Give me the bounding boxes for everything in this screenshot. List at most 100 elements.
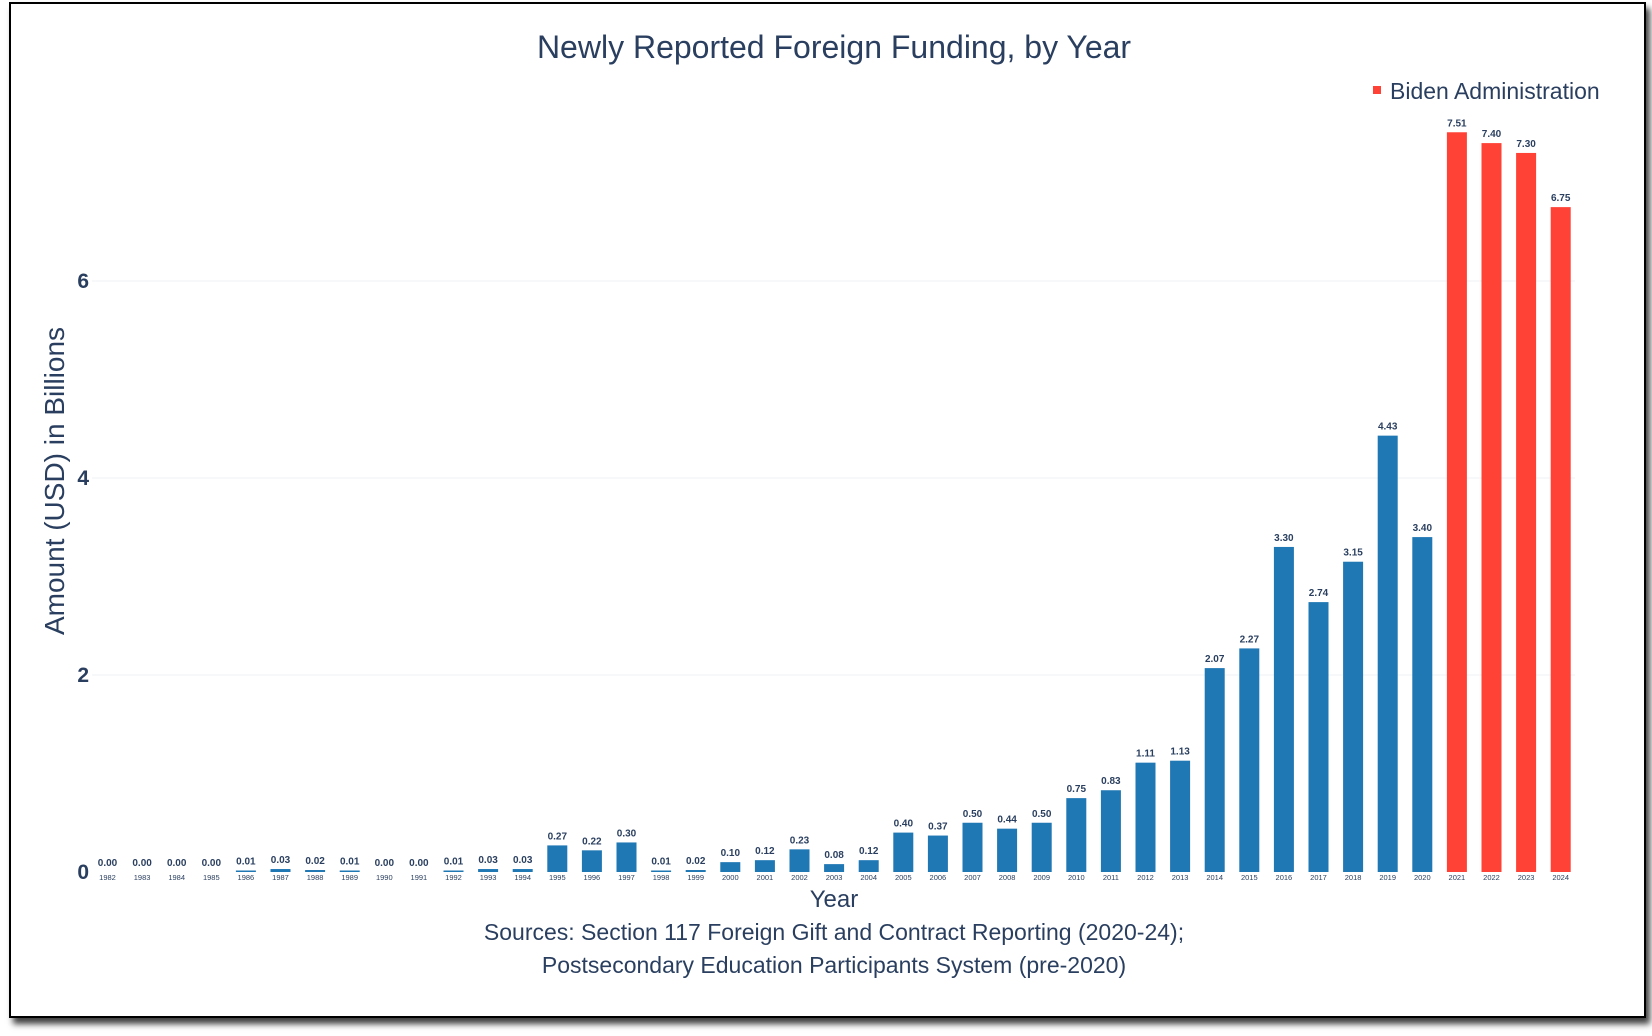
bar-2005 <box>893 832 914 872</box>
x-tick-label-1993: 1993 <box>480 873 497 882</box>
value-label-1997: 0.30 <box>617 828 637 839</box>
value-label-2014: 2.07 <box>1205 654 1225 665</box>
bar-1994 <box>512 869 533 872</box>
value-label-2006: 0.37 <box>928 822 948 833</box>
x-tick-label-1986: 1986 <box>238 873 255 882</box>
x-axis-title: Year <box>810 886 859 913</box>
sources-line-1: Sources: Section 117 Foreign Gift and Co… <box>484 919 1184 945</box>
bar-2014 <box>1204 668 1225 872</box>
bar-1999 <box>685 870 706 872</box>
x-tick-label-2017: 2017 <box>1310 873 1327 882</box>
bar-2019 <box>1377 435 1398 872</box>
x-tick-label-1990: 1990 <box>376 873 393 882</box>
x-tick-label-1985: 1985 <box>203 873 220 882</box>
bar-2022 <box>1481 143 1502 873</box>
value-label-1995: 0.27 <box>548 831 568 842</box>
value-label-2013: 1.13 <box>1170 747 1190 758</box>
bar-1995 <box>547 845 568 872</box>
value-label-2002: 0.23 <box>790 835 810 846</box>
x-tick-label-2004: 2004 <box>860 873 877 882</box>
x-tick-label-2014: 2014 <box>1206 873 1223 882</box>
y-axis-title: Amount (USD) in Billions <box>39 327 70 635</box>
value-label-2022: 7.40 <box>1482 129 1502 140</box>
bar-1987 <box>270 869 291 872</box>
bar-2006 <box>927 835 948 872</box>
x-tick-label-1998: 1998 <box>653 873 670 882</box>
x-tick-label-2016: 2016 <box>1276 873 1293 882</box>
x-tick-labels: 1982 1983 1984 1985 1986 1987 1988 1989 1990 1991… <box>99 873 1569 882</box>
value-label-2001: 0.12 <box>755 846 775 857</box>
bar-2021 <box>1446 132 1467 872</box>
x-tick-label-2020: 2020 <box>1414 873 1431 882</box>
value-label-2010: 0.75 <box>1067 784 1087 795</box>
value-label-1998: 0.01 <box>651 857 671 868</box>
y-tick-label: 0 <box>77 861 89 884</box>
y-tick-label: 2 <box>77 664 89 687</box>
value-label-2000: 0.10 <box>721 848 741 859</box>
bar-2003 <box>824 864 845 872</box>
bar-2016 <box>1273 546 1294 872</box>
x-tick-label-1997: 1997 <box>618 873 635 882</box>
x-tick-label-2021: 2021 <box>1449 873 1466 882</box>
value-label-1994: 0.03 <box>513 855 533 866</box>
bar-2000 <box>720 862 741 872</box>
value-label-2005: 0.40 <box>894 819 914 830</box>
bar-1986 <box>235 870 256 872</box>
x-tick-label-1996: 1996 <box>584 873 601 882</box>
bar-1988 <box>305 870 326 872</box>
x-tick-label-2023: 2023 <box>1518 873 1535 882</box>
legend-label: Biden Administration <box>1390 78 1600 104</box>
sources-line-2: Postsecondary Education Participants Sys… <box>542 952 1126 978</box>
bar-2017 <box>1308 602 1329 872</box>
value-label-2015: 2.27 <box>1240 634 1260 645</box>
x-tick-label-2008: 2008 <box>999 873 1016 882</box>
value-label-1986: 0.01 <box>236 857 256 868</box>
x-tick-label-2005: 2005 <box>895 873 912 882</box>
bar-2001 <box>754 860 775 872</box>
value-label-2011: 0.83 <box>1101 776 1121 787</box>
bar-1993 <box>478 869 499 872</box>
x-tick-label-1989: 1989 <box>341 873 358 882</box>
x-tick-label-2000: 2000 <box>722 873 739 882</box>
x-tick-label-1992: 1992 <box>445 873 462 882</box>
chart-title: Newly Reported Foreign Funding, by Year <box>537 29 1131 65</box>
bars <box>235 132 1571 873</box>
x-tick-label-2024: 2024 <box>1552 873 1569 882</box>
legend-swatch <box>1373 86 1381 94</box>
bar-2015 <box>1239 648 1260 872</box>
bar-1997 <box>616 842 637 872</box>
x-tick-label-2007: 2007 <box>964 873 981 882</box>
value-label-1984: 0.00 <box>167 858 187 869</box>
value-label-1989: 0.01 <box>340 857 360 868</box>
value-label-1996: 0.22 <box>582 836 602 847</box>
bar-2013 <box>1170 760 1191 872</box>
value-label-1992: 0.01 <box>444 857 464 868</box>
value-label-2008: 0.44 <box>997 815 1017 826</box>
value-label-1988: 0.02 <box>305 856 325 867</box>
value-label-2004: 0.12 <box>859 846 879 857</box>
value-label-2021: 7.51 <box>1447 118 1467 129</box>
value-label-2023: 7.30 <box>1516 139 1536 150</box>
value-label-2019: 4.43 <box>1378 422 1398 433</box>
x-tick-label-2022: 2022 <box>1483 873 1500 882</box>
value-label-2009: 0.50 <box>1032 809 1052 820</box>
value-label-2020: 3.40 <box>1413 523 1433 534</box>
value-label-1985: 0.00 <box>202 858 222 869</box>
x-tick-label-1991: 1991 <box>411 873 428 882</box>
x-tick-label-1999: 1999 <box>687 873 704 882</box>
bar-2011 <box>1100 790 1121 872</box>
value-label-2017: 2.74 <box>1309 588 1329 599</box>
bar-2024 <box>1550 207 1571 872</box>
x-tick-label-2012: 2012 <box>1137 873 1154 882</box>
bar-1996 <box>581 850 602 872</box>
bar-1992 <box>443 870 464 872</box>
x-tick-label-2011: 2011 <box>1103 873 1119 882</box>
y-tick-label: 4 <box>77 467 89 490</box>
x-tick-label-2009: 2009 <box>1033 873 1050 882</box>
chart-frame <box>9 2 1646 1018</box>
value-label-2016: 3.30 <box>1274 533 1294 544</box>
x-tick-label-1984: 1984 <box>168 873 185 882</box>
bar-1998 <box>651 870 672 872</box>
y-tick-label: 6 <box>77 270 89 293</box>
x-tick-label-2010: 2010 <box>1068 873 1085 882</box>
